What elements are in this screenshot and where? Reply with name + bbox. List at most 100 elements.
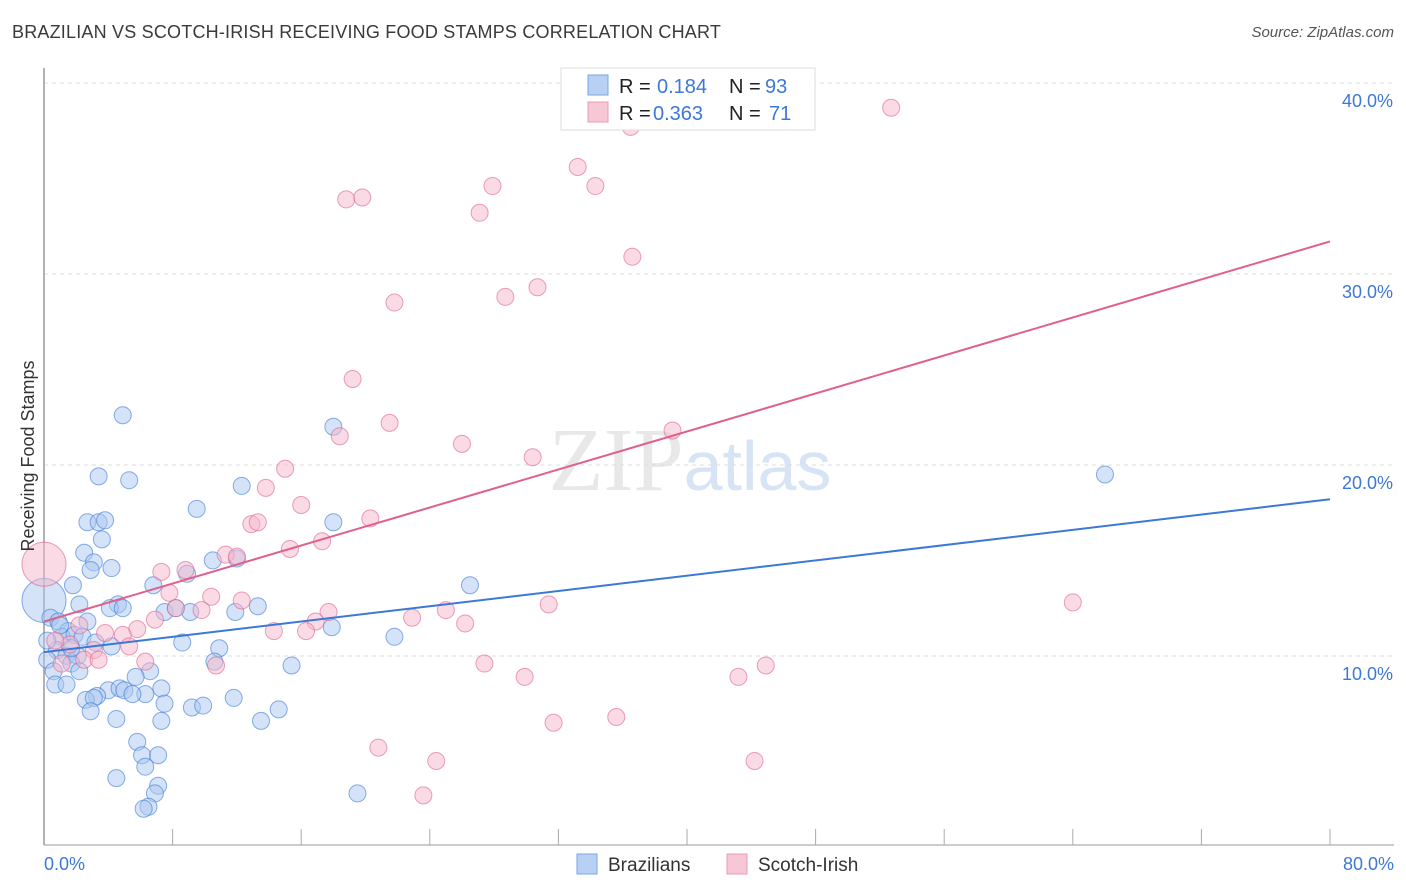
data-point-brazilians [194, 696, 213, 715]
chart-title: BRAZILIAN VS SCOTCH-IRISH RECEIVING FOOD… [12, 22, 722, 42]
data-point-scotch-irish [515, 667, 534, 686]
data-point-scotch-irish [380, 413, 399, 432]
data-point-scotch-irish [361, 509, 380, 528]
data-point-scotch-irish [586, 177, 605, 196]
legend-swatch-brazilians [587, 74, 609, 96]
data-point-brazilians [113, 406, 132, 425]
data-point-brazilians [120, 471, 139, 490]
data-point-scotch-irish [475, 654, 494, 673]
data-point-brazilians [385, 627, 404, 646]
data-point-brazilians [232, 476, 251, 495]
legend-n-value: 93 [765, 76, 787, 98]
data-point-brazilians [322, 618, 341, 637]
data-point-scotch-irish [207, 656, 226, 675]
legend-r-label: R = [619, 76, 651, 98]
data-point-brazilians [324, 513, 343, 532]
legend-r-value: 0.363 [653, 103, 703, 125]
data-point-scotch-irish [21, 541, 67, 587]
data-point-scotch-irish [264, 622, 283, 641]
data-point-brazilians [224, 688, 243, 707]
data-point-scotch-irish [202, 587, 221, 606]
data-point-brazilians [57, 675, 76, 694]
data-point-brazilians [155, 694, 174, 713]
data-point-scotch-irish [276, 459, 295, 478]
data-point-scotch-irish [343, 369, 362, 388]
data-point-brazilians [1095, 465, 1114, 484]
data-point-scotch-irish [403, 608, 422, 627]
legend-top: R = 0.184 N = 93 R = 0.363 N = 71 [560, 67, 816, 131]
data-point-scotch-irish [337, 190, 356, 209]
legend-swatch-scotch-irish [587, 101, 609, 123]
x-tick-label-max: 80.0% [1343, 854, 1394, 874]
data-point-scotch-irish [745, 751, 764, 770]
x-tick-label-min: 0.0% [44, 854, 85, 874]
data-point-scotch-irish [607, 708, 626, 727]
legend-bottom: Brazilians Scotch-Irish [576, 853, 858, 876]
data-point-brazilians [134, 799, 153, 818]
legend-r-value: 0.184 [657, 76, 707, 98]
data-point-scotch-irish [496, 287, 515, 306]
legend-bottom-scotch-irish: Scotch-Irish [758, 855, 858, 876]
data-point-scotch-irish [353, 188, 372, 207]
data-point-scotch-irish [427, 751, 446, 770]
data-point-scotch-irish [729, 667, 748, 686]
data-point-brazilians [123, 685, 142, 704]
data-point-scotch-irish [192, 601, 211, 620]
data-point-scotch-irish [882, 98, 901, 117]
data-point-brazilians [149, 746, 168, 765]
data-point-brazilians [81, 560, 100, 579]
data-point-scotch-irish [523, 448, 542, 467]
data-point-scotch-irish [414, 786, 433, 805]
data-point-scotch-irish [528, 278, 547, 297]
y-tick-label: 10.0% [1342, 664, 1393, 684]
data-point-brazilians [96, 511, 115, 530]
data-point-scotch-irish [756, 656, 775, 675]
data-point-brazilians [102, 559, 121, 578]
data-point-brazilians [252, 711, 271, 730]
data-point-brazilians [136, 757, 155, 776]
data-point-scotch-irish [256, 478, 275, 497]
data-point-brazilians [92, 530, 111, 549]
data-point-scotch-irish [330, 427, 349, 446]
data-point-brazilians [152, 711, 171, 730]
data-point-scotch-irish [232, 591, 251, 610]
data-point-brazilians [282, 656, 301, 675]
trend-line-brazilians [43, 498, 1331, 654]
data-point-scotch-irish [483, 177, 502, 196]
source-label: Source: ZipAtlas.com [1251, 24, 1394, 41]
data-point-brazilians [107, 769, 126, 788]
data-point-brazilians [70, 595, 89, 614]
data-point-scotch-irish [319, 602, 338, 621]
data-point-brazilians [81, 702, 100, 721]
data-point-brazilians [89, 467, 108, 486]
data-point-scotch-irish [456, 614, 475, 633]
data-point-scotch-irish [70, 616, 89, 635]
data-point-scotch-irish [46, 631, 65, 650]
legend-n-label: N = [729, 76, 761, 98]
legend-n-value: 71 [769, 103, 791, 125]
data-point-brazilians [248, 597, 267, 616]
trend-line-scotch-irish [43, 240, 1331, 623]
data-point-scotch-irish [145, 610, 164, 629]
legend-bottom-swatch-scotch-irish [726, 853, 748, 875]
data-point-brazilians [107, 709, 126, 728]
legend-bottom-brazilians: Brazilians [608, 855, 690, 876]
data-point-scotch-irish [470, 203, 489, 222]
data-point-brazilians [348, 784, 367, 803]
y-tick-label: 40.0% [1342, 91, 1393, 111]
data-point-scotch-irish [539, 595, 558, 614]
data-point-scotch-irish [176, 560, 195, 579]
data-point-scotch-irish [292, 496, 311, 515]
data-point-brazilians [152, 679, 171, 698]
data-point-scotch-irish [1063, 593, 1082, 612]
y-tick-label: 20.0% [1342, 473, 1393, 493]
data-point-brazilians [269, 700, 288, 719]
data-point-scotch-irish [544, 713, 563, 732]
y-axis-label: Receiving Food Stamps [18, 360, 38, 551]
data-point-scotch-irish [152, 562, 171, 581]
data-point-scotch-irish [248, 513, 267, 532]
legend-bottom-swatch-brazilians [576, 853, 598, 875]
data-point-scotch-irish [452, 434, 471, 453]
watermark: ZIPatlas [549, 411, 832, 510]
